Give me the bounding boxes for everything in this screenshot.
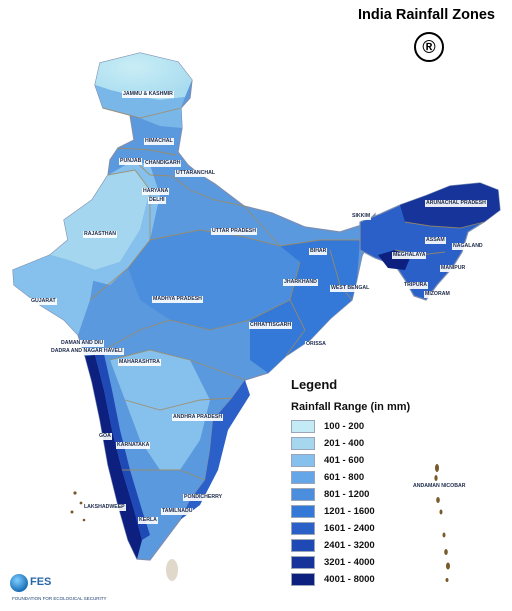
legend-swatch (291, 470, 315, 484)
legend-item: 100 - 200 (291, 419, 364, 433)
region-label-manipur: MANIPUR (440, 265, 467, 272)
legend-label: 1601 - 2400 (324, 522, 375, 534)
legend-title: Legend (291, 377, 338, 392)
gujarat-zone (13, 255, 95, 335)
legend-item: 1201 - 1600 (291, 504, 375, 518)
legend-swatch (291, 419, 315, 433)
region-label-tamilnadu: TAMILNADU (161, 508, 194, 515)
legend-swatch (291, 504, 315, 518)
region-label-nagaland: NAGALAND (452, 243, 484, 250)
logo-text: FES (30, 576, 52, 588)
legend-item: 2401 - 3200 (291, 538, 375, 552)
region-label-pondicherry: PONDICHERRY (183, 494, 224, 501)
region-label-orissa: ORISSA (305, 341, 327, 348)
region-label-rajasthan: RAJASTHAN (83, 231, 117, 238)
jk-dry-zone (95, 53, 192, 100)
legend-label: 4001 - 8000 (324, 573, 375, 585)
region-label-chhattisgarh: CHHATTISGARH (249, 322, 293, 329)
east-coast-zone (180, 380, 250, 520)
jk-wet-zone (95, 85, 185, 128)
legend-item: 201 - 400 (291, 436, 364, 450)
region-label-uttaranchal: UTTARANCHAL (175, 170, 217, 177)
region-label-meghalaya: MEGHALAYA (392, 252, 427, 259)
legend-swatch (291, 555, 315, 569)
region-label-himachal: HIMACHAL (144, 138, 174, 145)
legend-item: 3201 - 4000 (291, 555, 375, 569)
legend-swatch (291, 538, 315, 552)
legend-subtitle: Rainfall Range (in mm) (291, 401, 411, 413)
region-label-andaman-nicobar: ANDAMAN NICOBAR (412, 483, 467, 490)
legend-label: 601 - 800 (324, 471, 365, 483)
sri-lanka-outline (166, 559, 178, 581)
globe-icon (10, 574, 28, 592)
region-label-tripura: TRIPURA (403, 282, 429, 289)
region-label-daman-diu: DAMAN AND DIU (60, 340, 105, 347)
region-label-mizoram: MIZORAM (424, 291, 451, 298)
region-label-haryana: HARYANA (142, 188, 170, 195)
region-label-punjab: PUNJAB (119, 158, 143, 165)
region-label-bihar: BIHAR (309, 248, 328, 255)
legend-swatch (291, 572, 315, 586)
region-label-jharkhand: JHARKHAND (283, 279, 318, 286)
map-title: India Rainfall Zones (358, 7, 495, 23)
legend-item: 401 - 600 (291, 453, 364, 467)
andaman-nicobar-islands (434, 464, 450, 582)
region-label-delhi: DELHI (148, 197, 166, 204)
legend-item: 1601 - 2400 (291, 521, 375, 535)
region-label-andhra-pradesh: ANDHRA PRADESH (172, 414, 224, 421)
legend-item: 801 - 1200 (291, 487, 369, 501)
organization-name: FOUNDATION FOR ECOLOGICAL SECURITY (12, 596, 107, 601)
legend-label: 100 - 200 (324, 420, 365, 432)
region-label-kerla: KERLA (138, 517, 158, 524)
state-borders (89, 107, 485, 481)
region-label-sikkim: SIKKIM (351, 213, 372, 220)
legend-item: 4001 - 8000 (291, 572, 375, 586)
region-label-jammu-kashmir: JAMMU & KASHMIR (122, 91, 174, 98)
region-label-dadra-nagar-haveli: DADRA AND NAGAR HAVELI (50, 348, 124, 355)
legend-label: 2401 - 3200 (324, 539, 375, 551)
region-label-maharashtra: MAHARASHTRA (118, 359, 161, 366)
legend-swatch (291, 487, 315, 501)
legend-label: 801 - 1200 (324, 488, 370, 500)
east-india-zone (250, 240, 360, 373)
lakshadweep-islands (70, 491, 86, 522)
central-india-zone (128, 230, 300, 330)
region-label-lakshadweep: LAKSHADWEEP (83, 504, 126, 511)
region-label-west-bengal: WEST BENGAL (330, 285, 371, 292)
rajasthan-semiarid-zone (90, 160, 160, 285)
legend-swatch (291, 521, 315, 535)
legend-label: 201 - 400 (324, 437, 365, 449)
rajasthan-arid-zone (50, 170, 150, 270)
region-label-gujarat: GUJARAT (30, 298, 57, 305)
legend-swatch (291, 436, 315, 450)
region-label-assam: ASSAM (425, 237, 446, 244)
legend-swatch (291, 453, 315, 467)
region-label-chandigarh: CHANDIGARH (144, 160, 182, 167)
legend-label: 401 - 600 (324, 454, 365, 466)
legend-label: 3201 - 4000 (324, 556, 375, 568)
registered-mark-icon: ® (414, 32, 444, 62)
region-label-arunachal-pradesh: ARUNACHAL PRADESH (425, 200, 487, 207)
region-label-goa: GOA (98, 433, 112, 440)
region-label-madhya-pradesh: MADHYA PRADESH (152, 296, 203, 303)
region-label-uttar-pradesh: UTTAR PRADESH (211, 228, 257, 235)
legend-label: 1201 - 1600 (324, 505, 375, 517)
legend-item: 601 - 800 (291, 470, 364, 484)
western-ghats-wet-zone (85, 355, 142, 559)
region-label-karnataka: KARNATAKA (116, 442, 151, 449)
